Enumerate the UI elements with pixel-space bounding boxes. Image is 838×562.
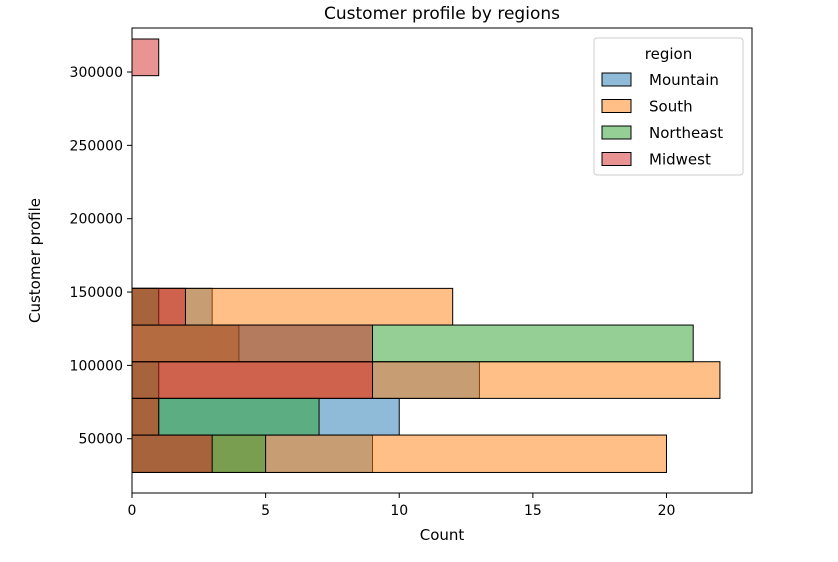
x-tick-label: 0: [128, 503, 137, 519]
bar-midwest-1: [131, 397, 160, 436]
legend-label-south: South: [649, 98, 693, 116]
plot-frame: [131, 27, 753, 494]
bar-midwest-3: [131, 324, 374, 363]
y-tick-label: 200000: [70, 212, 123, 228]
y-tick-label: 100000: [70, 358, 123, 374]
x-tick-label: 20: [658, 503, 676, 519]
x-tick-label: 5: [261, 503, 270, 519]
chart-title: Customer profile by regions: [324, 4, 560, 24]
legend-swatch-south: [601, 99, 632, 113]
bars-layer: [131, 38, 721, 473]
legend-swatch-mountain: [601, 72, 632, 87]
y-tick-label: 50000: [78, 432, 123, 448]
legend-label-northeast: Northeast: [649, 124, 723, 142]
y-tick-label: 300000: [70, 65, 123, 81]
y-axis-ticks: 50000 100000 150000 200000 250000 300000: [70, 65, 132, 448]
x-axis-ticks: 0 5 10 15 20: [128, 493, 676, 519]
x-axis-label: Count: [420, 526, 465, 544]
legend-label-midwest: Midwest: [649, 151, 711, 169]
x-tick-label: 15: [524, 503, 542, 519]
legend-title: region: [645, 45, 692, 63]
bar-midwest-0: [131, 434, 213, 473]
legend: region Mountain South Northeast Midwest: [593, 37, 744, 176]
legend-box: [593, 37, 744, 176]
legend-items: Mountain South Northeast Midwest: [601, 71, 723, 169]
bar-midwest-5: [131, 38, 160, 77]
x-tick-label: 10: [390, 503, 408, 519]
y-tick-label: 150000: [70, 285, 123, 301]
legend-swatch-northeast: [601, 125, 632, 140]
bar-midwest-4: [131, 287, 186, 326]
legend-label-mountain: Mountain: [649, 71, 719, 89]
y-axis-label: Customer profile: [26, 198, 44, 323]
bar-northeast-1: [131, 397, 320, 436]
legend-swatch-midwest: [601, 152, 632, 166]
bar-midwest-2: [131, 361, 374, 399]
y-tick-label: 250000: [70, 138, 123, 154]
